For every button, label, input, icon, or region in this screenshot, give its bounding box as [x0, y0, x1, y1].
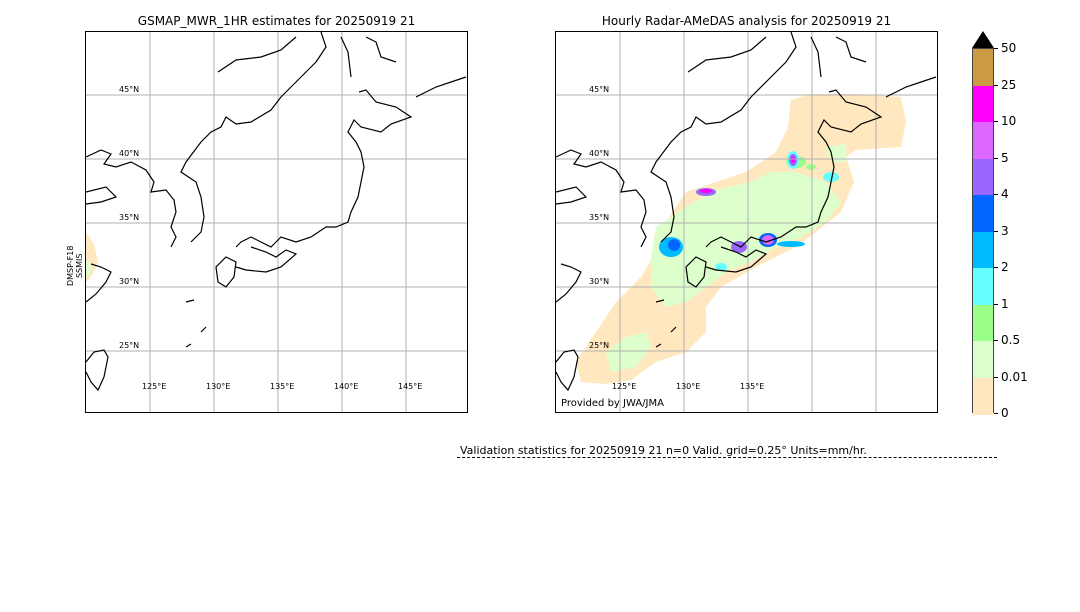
colorbar-label: 0 — [1001, 406, 1009, 420]
sensor-name: SSMIS — [75, 253, 84, 279]
left-map: 45°N 40°N 35°N 30°N 25°N 125°E 130°E 135… — [85, 31, 468, 413]
colorbar-label: 0.01 — [1001, 369, 1028, 384]
colorbar-tick — [994, 157, 998, 159]
colorbar-label: 1 — [1001, 296, 1009, 311]
lat-label-30: 30°N — [119, 277, 140, 286]
lat-label-35: 35°N — [589, 213, 610, 222]
colorbar-segment — [973, 49, 993, 86]
lon-label-130: 130°E — [676, 382, 701, 391]
lon-label-125: 125°E — [142, 382, 167, 391]
colorbar-segment — [973, 85, 993, 123]
colorbar-segment — [973, 231, 993, 269]
lat-label-25: 25°N — [119, 341, 140, 350]
lat-label-30: 30°N — [589, 277, 610, 286]
colorbar-tick — [994, 303, 998, 305]
colorbar-label: 10 — [1001, 114, 1017, 128]
colorbar-segment — [973, 268, 993, 305]
data-credit: Provided by JWA/JMA — [561, 398, 664, 409]
colorbar-segment — [973, 304, 993, 342]
colorbar-tick — [994, 230, 998, 232]
colorbar-tick — [994, 413, 998, 414]
colorbar-segment — [973, 341, 993, 378]
colorbar-tick — [994, 194, 998, 195]
colorbar-label: 2 — [1001, 260, 1009, 274]
satellite-name: DMSP-F18 — [66, 245, 75, 286]
lon-label-130: 130°E — [206, 382, 231, 391]
colorbar-label: 0.5 — [1001, 333, 1021, 347]
colorbar-tick — [994, 121, 998, 122]
lat-label-25: 25°N — [589, 341, 610, 350]
colorbar-extend-arrow — [972, 31, 994, 48]
colorbar-segment — [973, 195, 993, 232]
right-map: 45°N 40°N 35°N 30°N 25°N 125°E 130°E 135… — [555, 31, 938, 413]
colorbar — [972, 48, 994, 415]
validation-divider — [457, 457, 997, 458]
colorbar-label: 50 — [1001, 41, 1017, 55]
right-map-graphics — [556, 32, 937, 412]
lat-label-35: 35°N — [119, 213, 140, 222]
left-map-graphics — [86, 32, 467, 412]
satellite-label: DMSP-F18 SSMIS — [66, 246, 84, 286]
colorbar-tick — [994, 340, 998, 341]
lat-label-40: 40°N — [589, 149, 610, 158]
colorbar-label: 4 — [1001, 187, 1009, 201]
right-map-title: Hourly Radar-AMeDAS analysis for 2025091… — [601, 14, 892, 28]
colorbar-segment — [973, 158, 993, 196]
lon-label-140: 140°E — [334, 382, 359, 391]
colorbar-label: 25 — [1001, 77, 1017, 92]
left-map-title: GSMAP_MWR_1HR estimates for 20250919 21 — [137, 14, 416, 28]
colorbar-tick — [994, 376, 998, 378]
colorbar-tick — [994, 267, 998, 268]
validation-statistics: Validation statistics for 20250919 21 n=… — [460, 444, 867, 457]
lat-label-45: 45°N — [119, 85, 140, 94]
lon-label-125: 125°E — [612, 382, 637, 391]
lat-label-40: 40°N — [119, 149, 140, 158]
colorbar-tick — [994, 84, 998, 86]
colorbar-label: 3 — [1001, 223, 1009, 238]
colorbar-segment — [973, 377, 993, 415]
colorbar-tick — [994, 48, 998, 49]
colorbar-segment — [973, 122, 993, 159]
colorbar-label: 5 — [1001, 150, 1009, 165]
lon-label-135: 135°E — [740, 382, 765, 391]
lat-label-45: 45°N — [589, 85, 610, 94]
lon-label-135: 135°E — [270, 382, 295, 391]
lon-label-145: 145°E — [398, 382, 423, 391]
